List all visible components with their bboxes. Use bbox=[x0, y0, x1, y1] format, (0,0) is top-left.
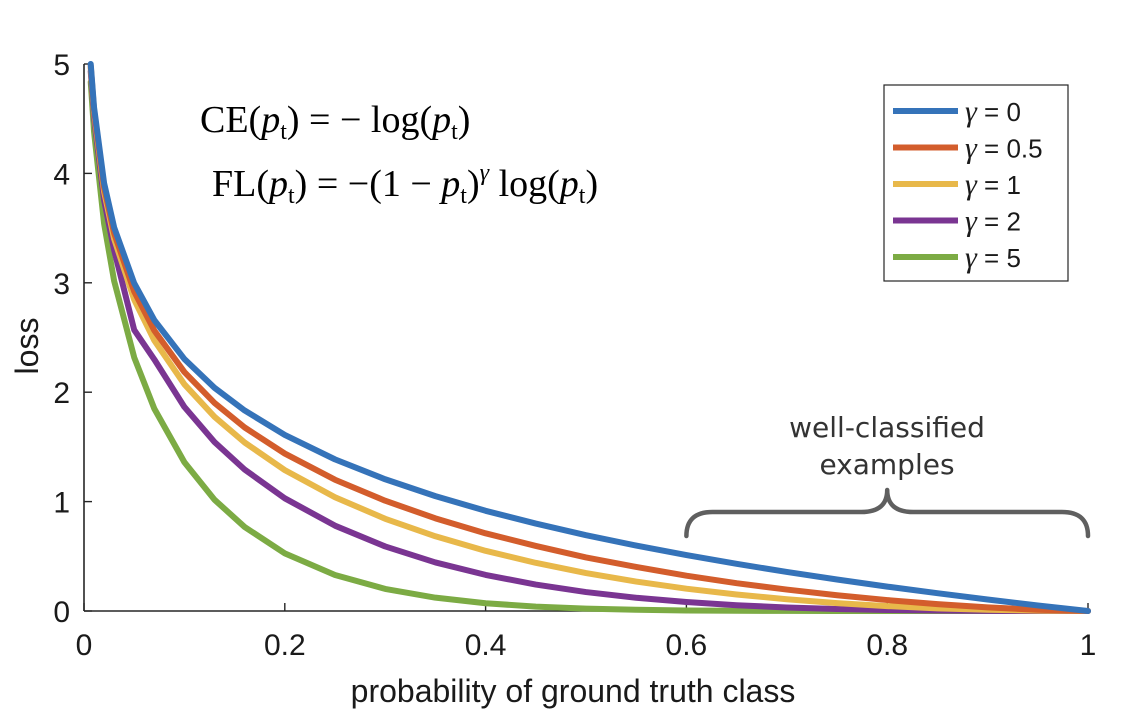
y-tick-label: 4 bbox=[53, 158, 70, 191]
series-line-gamma-0-5 bbox=[87, 62, 1091, 614]
series-line-gamma-2 bbox=[87, 68, 1091, 614]
fl-formula: FL(pt) = −(1 − pt)γ log(pt) bbox=[212, 160, 598, 209]
x-tick-label: 0.2 bbox=[264, 629, 306, 662]
ce-end: ) bbox=[458, 99, 471, 141]
fl-end: ) bbox=[585, 163, 598, 205]
curly-brace bbox=[684, 487, 1091, 539]
fl-gamma: γ bbox=[480, 160, 490, 186]
fl-mid: ) = −(1 − bbox=[295, 163, 442, 205]
series-line-gamma-1 bbox=[87, 64, 1091, 614]
ce-sub2: t bbox=[451, 119, 458, 145]
x-tick-label: 0.8 bbox=[866, 629, 908, 662]
x-tick-label: 0.6 bbox=[666, 629, 708, 662]
legend-gamma-symbol: γ bbox=[965, 205, 978, 238]
tick-labels: 0 0.2 0.4 0.6 0.8 1 0 1 2 3 4 5 bbox=[53, 49, 1096, 662]
series-line-gamma-0 bbox=[87, 61, 1091, 614]
ce-lhs: CE( bbox=[200, 99, 261, 141]
legend-label: γ = 1 bbox=[965, 168, 1021, 201]
legend: γ = 0γ = 0.5γ = 1γ = 2γ = 5 bbox=[883, 84, 1069, 282]
fl-log: log( bbox=[489, 163, 560, 205]
legend-items: γ = 0γ = 0.5γ = 1γ = 2γ = 5 bbox=[893, 95, 1043, 274]
legend-value: = 2 bbox=[977, 207, 1021, 237]
series-lines bbox=[87, 61, 1091, 614]
legend-value: = 0 bbox=[977, 97, 1021, 127]
annotation-line1: well-classified bbox=[789, 411, 985, 444]
fl-p2: p bbox=[438, 163, 460, 205]
ce-formula: CE(pt) = − log(pt) bbox=[200, 99, 470, 145]
fl-p3: p bbox=[557, 163, 579, 205]
ce-p2: p bbox=[429, 99, 451, 141]
y-tick-label: 3 bbox=[53, 268, 70, 301]
legend-label: γ = 0 bbox=[965, 95, 1021, 128]
fl-close: ) bbox=[467, 163, 480, 205]
fl-lhs: FL( bbox=[212, 163, 269, 205]
annotation-line2: examples bbox=[819, 448, 954, 481]
x-tick-label: 0 bbox=[76, 629, 93, 662]
legend-value: = 0.5 bbox=[977, 134, 1043, 164]
ce-rhs: ) = − log( bbox=[287, 99, 432, 141]
legend-value: = 1 bbox=[977, 170, 1021, 200]
y-tick-label: 2 bbox=[53, 377, 70, 410]
ce-sub: t bbox=[280, 119, 287, 145]
fl-sub2: t bbox=[460, 183, 467, 209]
legend-label: γ = 5 bbox=[965, 241, 1021, 274]
fl-p: p bbox=[266, 163, 288, 205]
x-tick-label: 0.4 bbox=[465, 629, 507, 662]
x-axis-title: probability of ground truth class bbox=[351, 673, 796, 709]
ce-p: p bbox=[258, 99, 280, 141]
legend-gamma-symbol: γ bbox=[965, 132, 978, 165]
y-tick-label: 0 bbox=[53, 596, 70, 629]
legend-label: γ = 2 bbox=[965, 205, 1021, 238]
annotation: well-classified examples bbox=[684, 411, 1091, 539]
fl-sub: t bbox=[288, 183, 295, 209]
y-tick-label: 1 bbox=[53, 487, 70, 520]
legend-gamma-symbol: γ bbox=[965, 168, 978, 201]
legend-gamma-symbol: γ bbox=[965, 241, 978, 274]
y-tick-label: 5 bbox=[53, 49, 70, 82]
legend-value: = 5 bbox=[977, 243, 1021, 273]
x-tick-label: 1 bbox=[1080, 629, 1097, 662]
legend-label: γ = 0.5 bbox=[965, 132, 1043, 165]
fl-sub3: t bbox=[579, 183, 586, 209]
y-axis-title: loss bbox=[9, 318, 45, 375]
legend-gamma-symbol: γ bbox=[965, 95, 978, 128]
